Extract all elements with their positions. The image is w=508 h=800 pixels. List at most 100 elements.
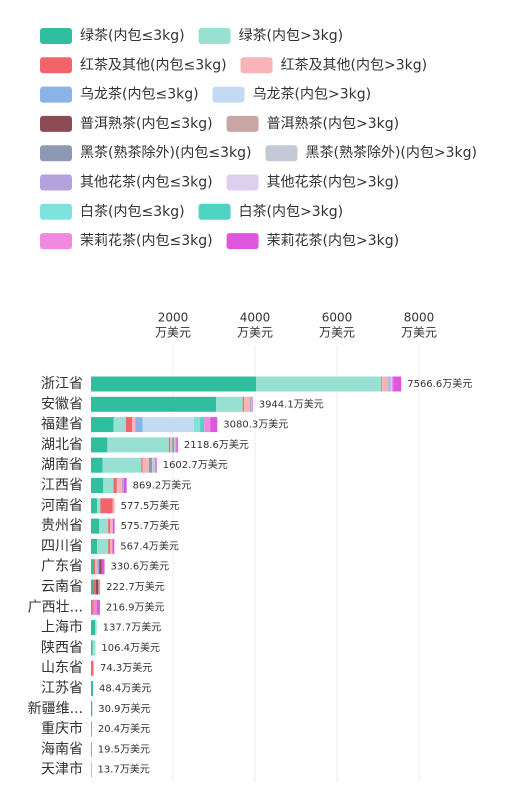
y-tick-label: 浙江省 <box>41 376 83 392</box>
bar-segment <box>91 660 94 676</box>
total-label: 30.9万美元 <box>98 702 150 715</box>
bar-segment <box>252 396 253 412</box>
bar-segment <box>112 498 115 514</box>
bar-segment <box>388 376 390 392</box>
bar-segment <box>112 538 115 554</box>
legend-swatch <box>40 115 72 132</box>
bar-segment <box>216 396 243 412</box>
bar-segment <box>176 437 178 453</box>
legend-label: 茉莉花茶(内包≤3kg) <box>80 232 213 249</box>
bar-segment <box>108 518 111 534</box>
bar-segment <box>91 701 93 717</box>
total-label: 2118.6万美元 <box>184 438 249 451</box>
legend-label: 红茶及其他(内包>3kg) <box>281 57 428 73</box>
bar-segment <box>91 396 217 412</box>
bar-segment <box>91 457 103 473</box>
bar-segment <box>91 376 257 392</box>
legend-label: 其他花茶(内包>3kg) <box>267 175 400 191</box>
bar-segment <box>243 396 251 412</box>
bar-segment <box>393 376 402 392</box>
bar-segment <box>382 376 389 392</box>
legend-label: 白茶(内包>3kg) <box>239 204 344 220</box>
bar-segment <box>175 437 177 453</box>
bar-segment <box>210 417 218 433</box>
bar-segment <box>381 376 383 392</box>
bar-segment <box>168 437 171 453</box>
bar-segment <box>91 417 114 433</box>
legend-swatch <box>40 233 72 250</box>
legend-swatch <box>40 145 72 162</box>
legend-swatch <box>40 28 72 44</box>
bar-segment <box>174 437 176 453</box>
bar-segment <box>99 559 102 575</box>
y-tick-label: 河南省 <box>41 498 83 514</box>
bar-segment <box>112 518 115 534</box>
total-label: 330.6万美元 <box>111 560 170 573</box>
legend-swatch <box>265 145 298 162</box>
bar-segment <box>121 478 124 493</box>
x-tick-unit: 万美元 <box>237 326 273 340</box>
bar-segment <box>95 579 99 595</box>
total-label: 3944.1万美元 <box>259 397 324 410</box>
legend-swatch <box>226 174 259 191</box>
bar-segment <box>93 660 95 676</box>
bar-segment <box>91 498 98 514</box>
legend-label: 黑茶(熟茶除外)(内包>3kg) <box>305 145 476 161</box>
x-tick-label: 6000 <box>322 311 353 325</box>
bar-segment <box>92 599 94 615</box>
bar-segment <box>108 538 111 554</box>
legend-label: 其他花茶(内包≤3kg) <box>80 175 213 191</box>
legend-label: 乌龙茶(内包>3kg) <box>253 87 372 103</box>
y-tick-label: 贵州省 <box>41 518 83 534</box>
bar-segment <box>155 457 157 473</box>
total-label: 19.5万美元 <box>98 742 150 755</box>
legend-swatch <box>40 86 72 103</box>
x-tick-label: 2000 <box>158 311 189 325</box>
bar-segment <box>92 640 96 656</box>
y-tick-label: 福建省 <box>41 417 83 433</box>
y-tick-label: 江西省 <box>41 478 83 494</box>
y-tick-label: 山东省 <box>41 660 83 676</box>
y-tick-label: 天津市 <box>41 761 83 778</box>
bar-segment <box>142 417 194 433</box>
legend-swatch <box>198 28 231 44</box>
y-tick-label: 陕西省 <box>41 640 83 656</box>
legend-label: 红茶及其他(内包≤3kg) <box>80 57 227 73</box>
total-label: 106.4万美元 <box>101 641 160 654</box>
bar-segment <box>91 518 100 534</box>
bar-segment <box>123 478 127 493</box>
y-tick-label: 湖南省 <box>41 457 83 473</box>
y-tick-label: 安徽省 <box>41 396 83 412</box>
legend-label: 绿茶(内包≤3kg) <box>80 28 185 44</box>
x-tick-unit: 万美元 <box>155 326 191 340</box>
bar-segment <box>152 457 156 473</box>
y-tick-label: 四川省 <box>41 538 83 554</box>
total-label: 216.9万美元 <box>106 600 165 613</box>
y-tick-label: 云南省 <box>41 579 83 595</box>
legend-swatch <box>198 203 231 220</box>
bar-segment <box>97 559 100 575</box>
total-label: 222.7万美元 <box>106 580 165 593</box>
total-label: 577.5万美元 <box>121 499 180 512</box>
bar-segment <box>250 396 251 412</box>
total-label: 3080.3万美元 <box>223 418 288 431</box>
total-label: 869.2万美元 <box>133 479 192 492</box>
legend-label: 乌龙茶(内包≤3kg) <box>80 87 199 103</box>
bar-segment <box>391 376 394 392</box>
total-label: 575.7万美元 <box>121 519 180 532</box>
total-label: 48.4万美元 <box>99 682 151 695</box>
bar-segment <box>116 478 122 493</box>
legend-swatch <box>40 57 72 74</box>
y-tick-label: 湖北省 <box>41 437 83 453</box>
x-tick-label: 8000 <box>404 311 435 325</box>
bar-segment <box>101 559 105 575</box>
bar-segment <box>193 417 201 433</box>
bar-segment <box>141 457 143 473</box>
bar-segment <box>91 640 93 656</box>
bar-segment <box>91 741 92 757</box>
bar-segment <box>93 559 96 575</box>
bar-segment <box>91 620 96 636</box>
total-label: 13.7万美元 <box>98 763 150 776</box>
legend-swatch <box>226 233 259 250</box>
